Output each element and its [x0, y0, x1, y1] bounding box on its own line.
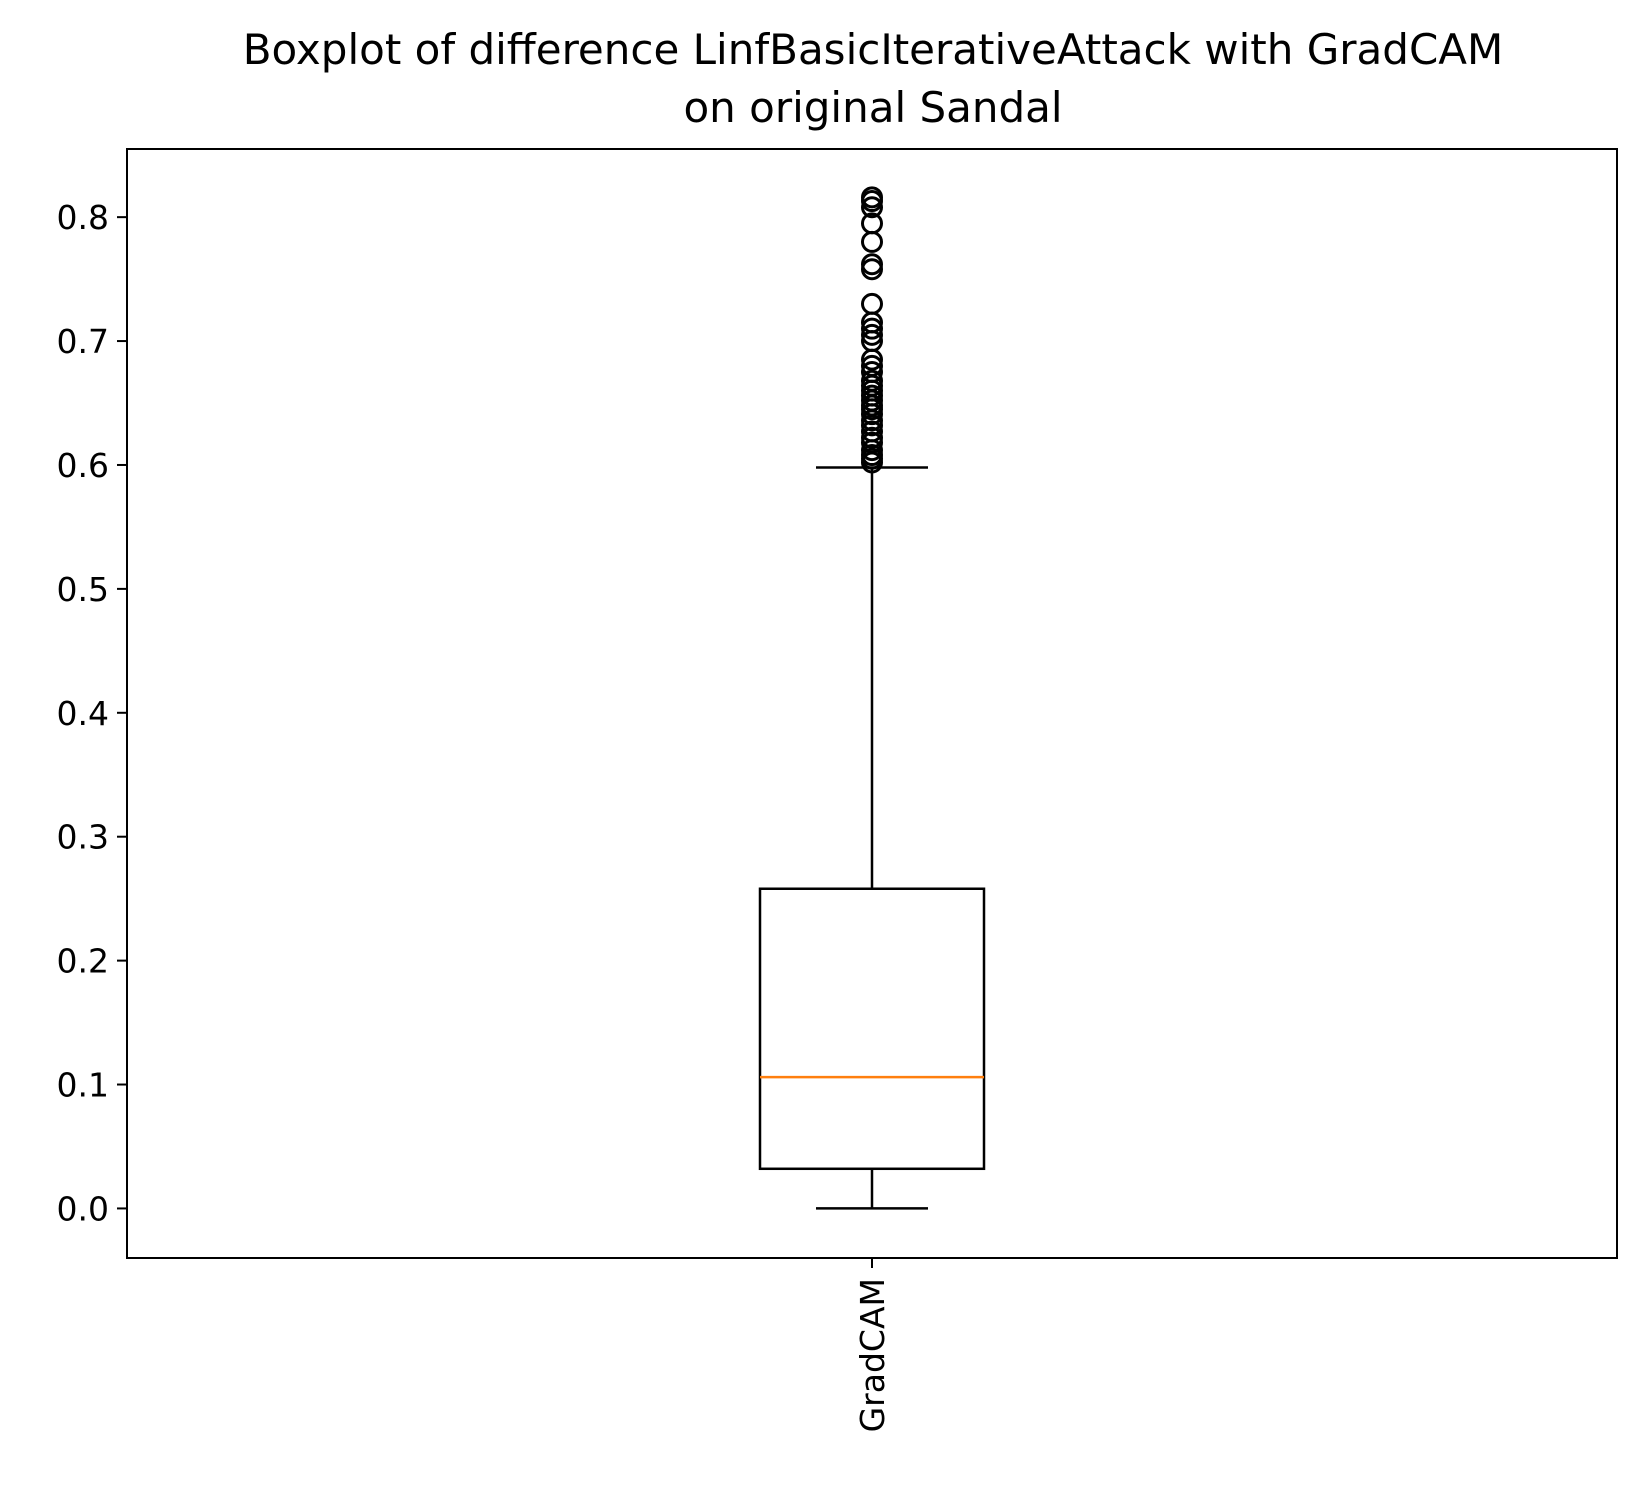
outlier-point — [861, 230, 883, 253]
y-tick-label: 0.0 — [57, 1189, 109, 1228]
outlier-point — [861, 361, 883, 384]
y-tick-label: 0.7 — [57, 322, 109, 361]
y-tick-label: 0.2 — [57, 942, 109, 981]
y-tick-label: 0.4 — [57, 694, 109, 733]
box-group — [758, 186, 986, 1210]
x-tick-label: GradCAM — [853, 1278, 892, 1432]
y-tick-label: 0.1 — [57, 1066, 109, 1105]
outlier-point — [861, 369, 883, 392]
outlier-point — [861, 186, 883, 209]
outlier-point — [861, 317, 883, 340]
outlier-point — [861, 354, 883, 377]
outlier-point — [861, 212, 883, 235]
outlier-point — [861, 253, 883, 276]
y-tick-label: 0.8 — [57, 198, 109, 237]
y-tick-label: 0.5 — [57, 570, 109, 609]
outlier-point — [861, 420, 883, 443]
chart-title-line-1: Boxplot of difference LinfBasicIterative… — [243, 25, 1504, 74]
outlier-point — [861, 292, 883, 315]
y-tick-label: 0.3 — [57, 818, 109, 857]
y-axis: 0.0 0.1 0.2 0.3 0.4 0.5 0.6 0.7 0.8 — [57, 198, 127, 1228]
outlier-point — [861, 196, 883, 219]
chart-title-line-2: on original Sandal — [683, 83, 1062, 132]
outlier-point — [861, 323, 883, 346]
iqr-box — [758, 887, 986, 1171]
y-tick-label: 0.6 — [57, 446, 109, 485]
outlier-point — [861, 426, 883, 449]
x-axis: GradCAM — [853, 1258, 892, 1432]
